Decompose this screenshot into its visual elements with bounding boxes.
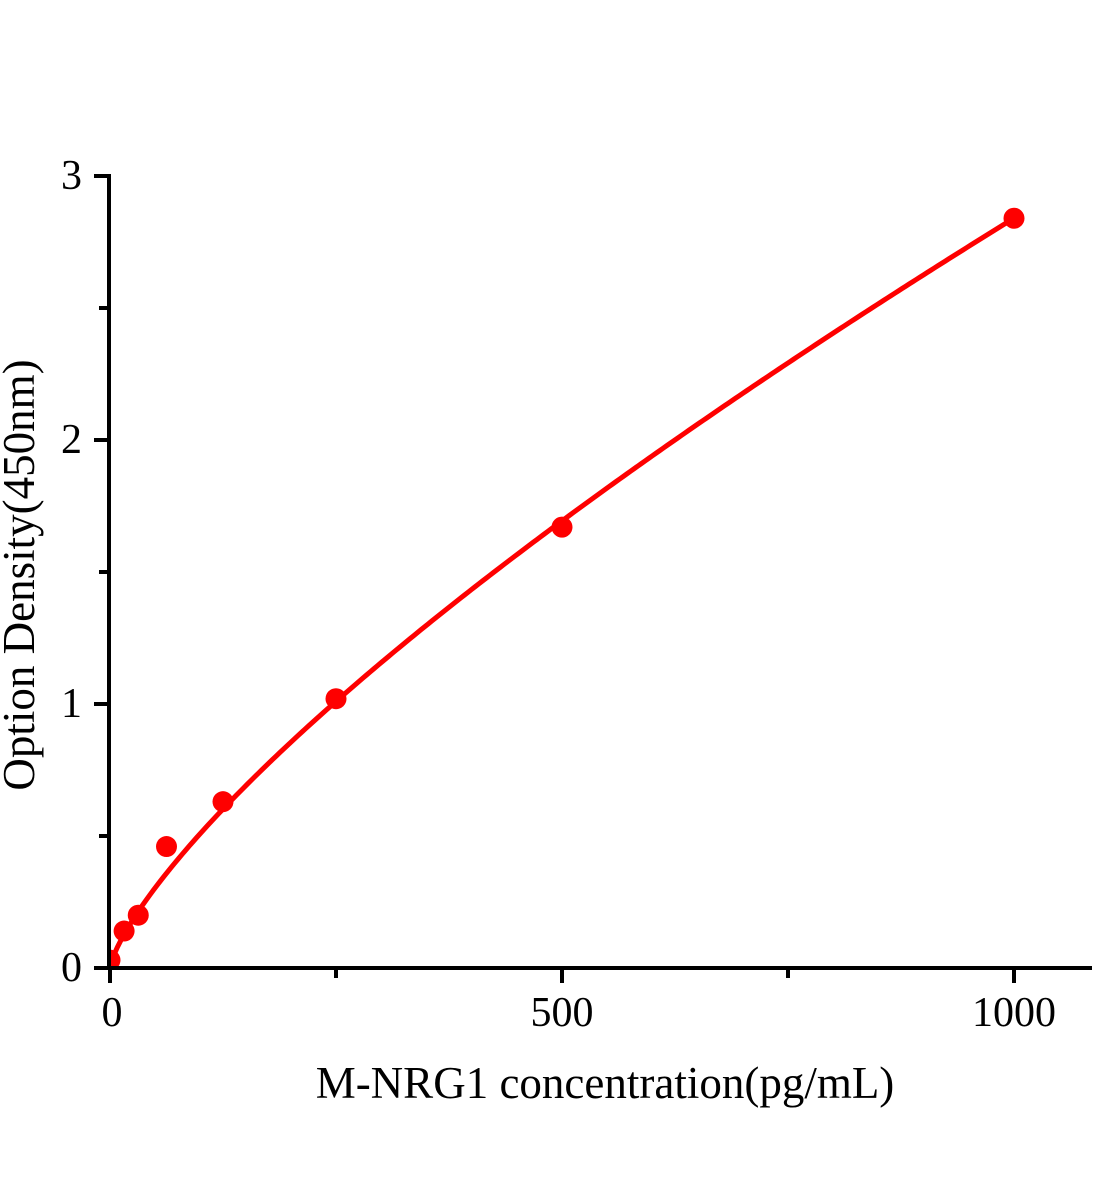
x-tick-label-500: 500 (531, 990, 594, 1036)
data-layer (108, 207, 1025, 970)
y-tick-label-2: 2 (61, 417, 82, 463)
x-axis-title: M-NRG1 concentration(pg/mL) (316, 1058, 895, 1108)
data-points-group (108, 207, 1025, 970)
y-axis-title: Option Density(450nm) (0, 359, 44, 790)
axis-ticks-group (94, 174, 1016, 983)
y-tick-label-1: 1 (61, 681, 82, 727)
data-point-1000pg (1003, 207, 1025, 229)
fit-curve-line (108, 215, 1017, 970)
data-point-62.5pg (156, 836, 177, 858)
data-point-15.6pg (113, 920, 135, 942)
y-tick-label-3: 3 (61, 153, 82, 199)
data-point-500pg (551, 516, 573, 538)
data-point-31.25pg (127, 904, 149, 926)
data-point-0pg (108, 949, 121, 970)
data-point-250pg (325, 688, 347, 710)
data-point-125pg (212, 791, 234, 813)
x-tick-label-0: 0 (102, 990, 123, 1036)
y-tick-label-0: 0 (61, 945, 82, 991)
x-tick-label-1000: 1000 (972, 990, 1056, 1036)
